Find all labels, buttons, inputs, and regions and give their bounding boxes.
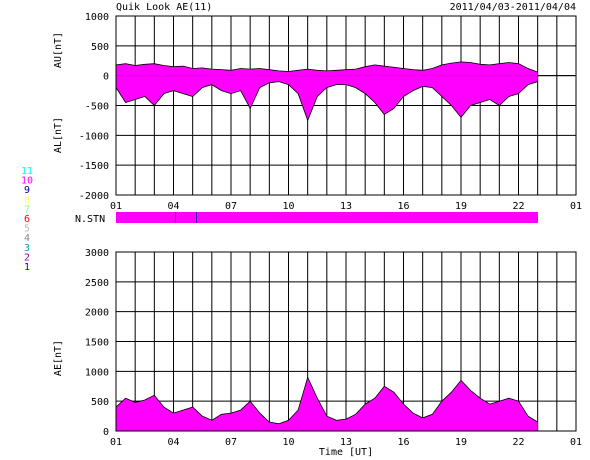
x-tick-label: 16 [397, 201, 409, 212]
legend-item: 3 [24, 243, 30, 254]
x-tick-label: 04 [167, 437, 179, 448]
legend-item: 9 [24, 185, 30, 196]
x-axis-label: Time [UT] [319, 447, 373, 458]
legend-item: 5 [24, 224, 30, 235]
legend-item: 7 [24, 204, 30, 215]
au-al-panel: 1000 500 0 -500 -1000 -1500 -2000 01 04 07 10 13 16… [53, 12, 582, 212]
legend-item: 1 [24, 262, 30, 273]
x-tick-label: 22 [512, 437, 524, 448]
y-tick-label: -2000 [79, 191, 109, 202]
plot-title: Quik Look AE(11) [116, 2, 212, 13]
station-bar [116, 212, 538, 223]
x-tick-label: 04 [167, 201, 179, 212]
x-tick-label: 01 [110, 437, 122, 448]
x-tick-label: 10 [282, 201, 294, 212]
station-dips [174, 212, 197, 223]
ae-axis-label: AE[nT] [53, 340, 64, 376]
legend-item: 11 [21, 166, 33, 177]
ae-x-ticks: 01 04 07 10 13 16 19 22 01 [110, 437, 582, 448]
y-tick-label: 500 [91, 42, 109, 53]
station-bar-panel: N.STN [75, 212, 538, 225]
y-tick-label: 1500 [85, 338, 109, 349]
y-tick-label: -1000 [79, 131, 109, 142]
legend-item: 8 [24, 195, 30, 206]
y-tick-label: 1000 [85, 367, 109, 378]
x-tick-label: 07 [225, 201, 237, 212]
ae-panel: 3000 2500 2000 1500 1000 500 0 01 04 07 10 13 16 19 2… [53, 248, 582, 458]
x-tick-label: 13 [340, 437, 352, 448]
date-range: 2011/04/03-2011/04/04 [450, 2, 576, 13]
y-tick-label: 500 [91, 397, 109, 408]
au-al-grid [116, 15, 576, 196]
x-tick-label: 07 [225, 437, 237, 448]
series-line-0 [115, 376, 538, 425]
au-al-y-ticks: 1000 500 0 -500 -1000 -1500 -2000 [79, 12, 109, 202]
station-label: N.STN [75, 214, 105, 225]
series-line-0 [115, 61, 538, 73]
x-tick-label: 19 [455, 201, 467, 212]
y-tick-label: 1000 [85, 12, 109, 23]
y-tick-label: 0 [103, 72, 109, 83]
x-tick-label: 01 [110, 201, 122, 212]
al-axis-label: AL[nT] [53, 117, 64, 153]
au-al-frame [115, 15, 577, 196]
y-tick-label: 2500 [85, 278, 109, 289]
ae-y-ticks: 3000 2500 2000 1500 1000 500 0 [85, 248, 109, 438]
series-line-1 [115, 81, 538, 122]
series-area-0 [116, 61, 538, 76]
au-al-x-ticks: 01 04 07 10 13 16 19 22 01 [110, 201, 582, 212]
legend-item: 4 [24, 233, 30, 244]
x-tick-label: 01 [570, 437, 582, 448]
au-axis-label: AU[nT] [53, 32, 64, 68]
y-tick-label: 0 [103, 427, 109, 438]
x-tick-label: 13 [340, 201, 352, 212]
y-tick-label: -500 [85, 102, 109, 113]
x-tick-label: 19 [455, 437, 467, 448]
series-area-1 [116, 75, 538, 121]
y-tick-label: 3000 [85, 248, 109, 259]
y-tick-label: -1500 [79, 161, 109, 172]
legend-item: 10 [21, 176, 33, 187]
legend-item: 2 [24, 252, 30, 263]
legend-item: 6 [24, 214, 30, 225]
ae-frame [115, 251, 577, 432]
x-tick-label: 10 [282, 437, 294, 448]
x-tick-label: 01 [570, 201, 582, 212]
au-al-area [115, 61, 576, 122]
y-tick-label: 2000 [85, 308, 109, 319]
x-tick-label: 16 [397, 437, 409, 448]
ae-area [115, 376, 538, 431]
x-tick-label: 22 [512, 201, 524, 212]
series-area-0 [116, 377, 538, 431]
